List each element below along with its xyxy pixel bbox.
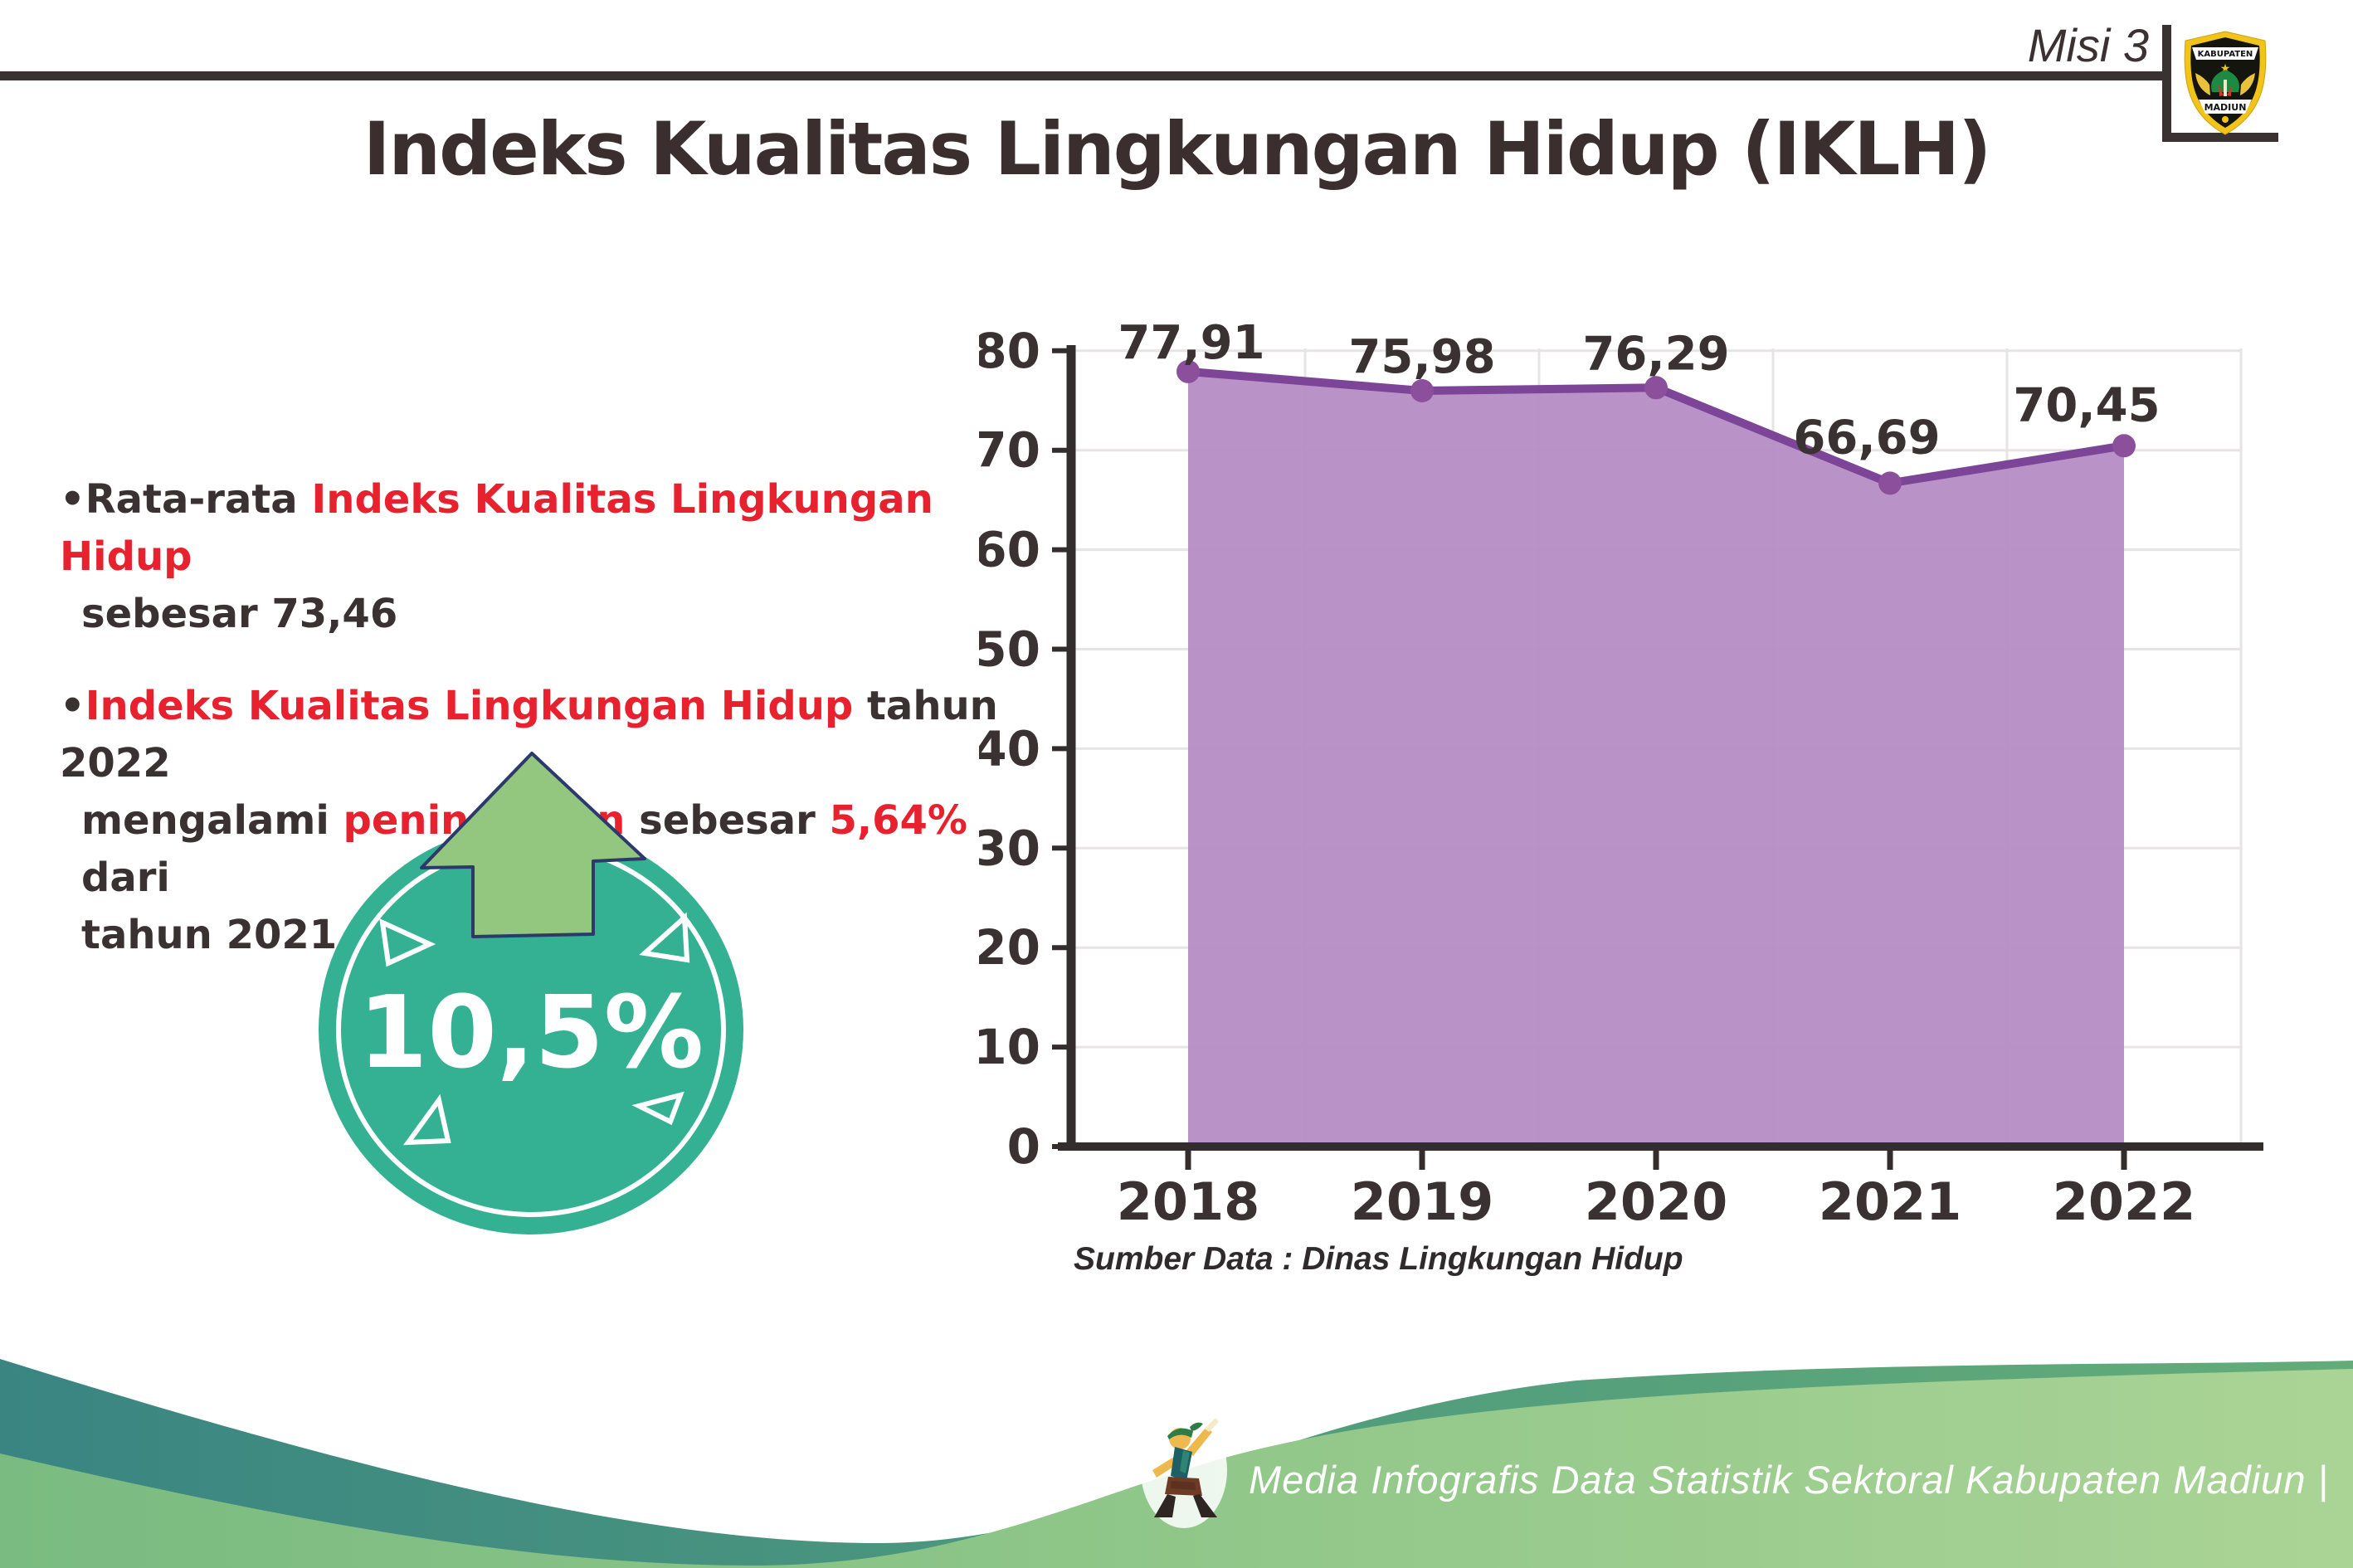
bullet-marker: • <box>60 476 85 523</box>
svg-text:77,91: 77,91 <box>1118 316 1264 370</box>
bullet-marker: • <box>60 683 85 729</box>
bullet-gap <box>60 643 1014 678</box>
header-rule <box>0 71 2164 80</box>
logo-top-text: KABUPATEN <box>2198 50 2253 59</box>
svg-text:76,29: 76,29 <box>1582 327 1729 381</box>
logo-bottom-text: MADIUN <box>2204 102 2247 113</box>
svg-text:75,98: 75,98 <box>1348 330 1495 384</box>
source-note: Sumber Data : Dinas Lingkungan Hidup <box>1074 1241 1683 1277</box>
kabupaten-madiun-logo-icon: KABUPATEN ★ MADIUN <box>2184 31 2267 135</box>
svg-text:2022: 2022 <box>2053 1171 2196 1232</box>
svg-text:2021: 2021 <box>1819 1171 1962 1232</box>
increase-badge: 10,5% <box>319 752 743 1234</box>
chart-tick-labels: 0 10 20 30 40 50 60 70 80 2018 2019 2020 2021 2022 <box>979 323 2195 1232</box>
mascot-icon <box>1141 1412 1227 1528</box>
bullet-1-line-2: sebesar 73,46 <box>81 591 398 637</box>
bullet-2-line-3: tahun 2021 <box>81 912 338 958</box>
mission-label: Misi 3 <box>2027 19 2149 71</box>
chart-data-points <box>1176 359 2136 495</box>
badge-accent-triangle-ne <box>639 912 690 963</box>
badge-accent-triangle-se <box>631 1091 684 1126</box>
logo-frame-horizontal <box>2162 133 2278 142</box>
svg-text:40: 40 <box>979 720 1040 777</box>
svg-text:10: 10 <box>979 1019 1040 1075</box>
footer-credit: Media Infografis Data Statistik Sektoral… <box>1249 1458 2329 1502</box>
svg-text:50: 50 <box>979 621 1040 678</box>
svg-text:60: 60 <box>979 522 1040 578</box>
svg-text:0: 0 <box>1007 1118 1040 1175</box>
svg-text:66,69: 66,69 <box>1793 411 1940 465</box>
chart-area-series <box>1184 367 2128 1147</box>
footer-waves <box>0 1359 2353 1568</box>
iklh-area-chart: 77,91 75,98 76,29 66,69 70,45 0 10 20 30 40 50 60 7… <box>979 316 2263 1232</box>
svg-text:70: 70 <box>979 422 1040 479</box>
bullet-2-line-1: •Indeks Kualitas Lingkungan Hidup tahun … <box>60 683 1012 786</box>
svg-text:2018: 2018 <box>1117 1171 1260 1232</box>
badge-circle <box>319 825 743 1234</box>
logo-frame-vertical <box>2162 25 2171 142</box>
svg-text:2019: 2019 <box>1351 1171 1494 1232</box>
page-title: Indeks Kualitas Lingkungan Hidup (IKLH) <box>363 106 1992 192</box>
svg-text:80: 80 <box>979 323 1040 379</box>
badge-value: 10,5% <box>358 976 704 1091</box>
up-arrow-icon <box>420 752 646 938</box>
svg-text:20: 20 <box>979 919 1040 976</box>
chart-axes <box>1052 345 2263 1170</box>
badge-accent-triangle-sw <box>402 1093 451 1146</box>
chart-data-labels: 77,91 75,98 76,29 66,69 70,45 <box>1118 316 2160 465</box>
badge-accent-triangle-nw <box>379 918 436 967</box>
footer-wave-green <box>0 1369 2353 1568</box>
bullet-1-line-1: •Rata-rata Indeks Kualitas Lingkungan Hi… <box>60 476 948 580</box>
svg-text:30: 30 <box>979 820 1040 876</box>
svg-text:2020: 2020 <box>1585 1171 1728 1232</box>
svg-text:70,45: 70,45 <box>2013 378 2160 432</box>
